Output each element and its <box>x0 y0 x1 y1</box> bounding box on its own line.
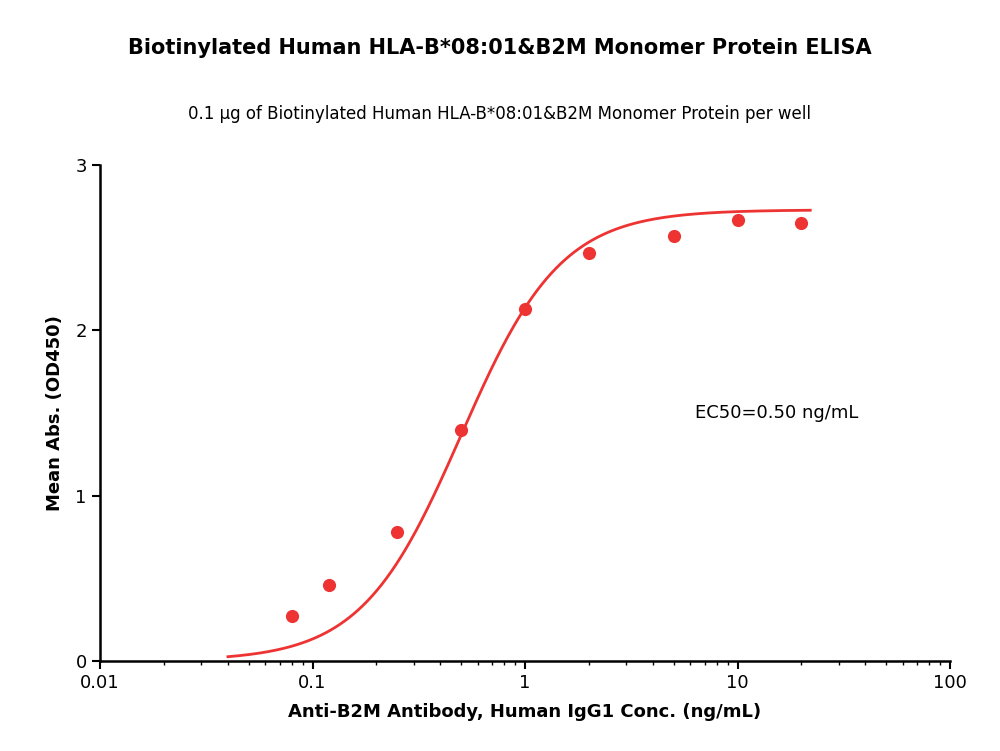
X-axis label: Anti-B2M Antibody, Human IgG1 Conc. (ng/mL): Anti-B2M Antibody, Human IgG1 Conc. (ng/… <box>288 703 762 721</box>
Point <box>389 526 405 538</box>
Point <box>730 214 746 226</box>
Point <box>581 247 597 259</box>
Text: 0.1 μg of Biotinylated Human HLA-B*08:01&B2M Monomer Protein per well: 0.1 μg of Biotinylated Human HLA-B*08:01… <box>188 105 812 123</box>
Point <box>517 303 533 315</box>
Text: EC50=0.50 ng/mL: EC50=0.50 ng/mL <box>695 404 858 422</box>
Y-axis label: Mean Abs. (OD450): Mean Abs. (OD450) <box>46 315 64 511</box>
Point <box>666 231 682 243</box>
Text: Biotinylated Human HLA-B*08:01&B2M Monomer Protein ELISA: Biotinylated Human HLA-B*08:01&B2M Monom… <box>128 38 872 58</box>
Point <box>793 217 809 229</box>
Point <box>453 424 469 436</box>
Point <box>321 579 337 591</box>
Point <box>284 611 300 623</box>
